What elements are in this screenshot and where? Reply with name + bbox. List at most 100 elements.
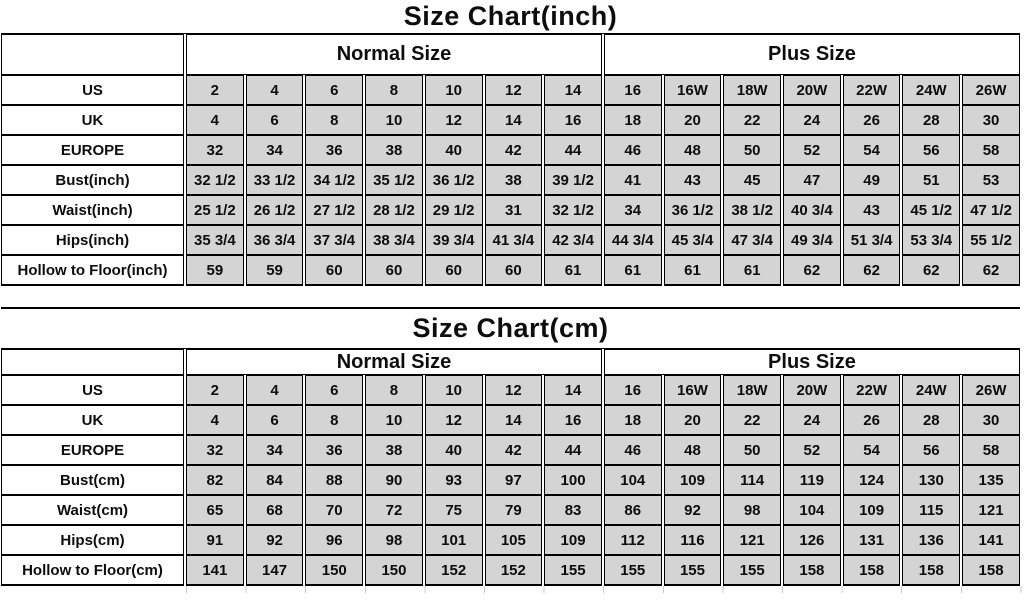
size-value-cell: 4: [245, 375, 304, 405]
size-value-cell: 131: [842, 525, 901, 555]
size-value-cell: 97: [484, 465, 543, 495]
size-value-cell: 59: [186, 255, 244, 286]
size-value-cell: 35 1/2: [365, 165, 423, 195]
size-value-cell: 115: [902, 495, 961, 525]
size-value-cell: 104: [783, 495, 841, 525]
size-value-cell: 60: [305, 255, 364, 286]
size-value-cell: 155: [663, 555, 722, 586]
size-value-cell: 38 3/4: [365, 225, 423, 255]
size-value-cell: 75: [424, 495, 483, 525]
size-value-cell: 6: [305, 375, 364, 405]
size-value-cell: 152: [484, 555, 543, 586]
table-row: Hollow to Floor(inch) 59 59 60 60 60 60 61 61 61 6…: [1, 255, 1020, 286]
row-label: US: [1, 375, 184, 405]
title-row: Size Chart(cm): [1, 307, 1020, 349]
size-value-cell: 51 3/4: [842, 225, 901, 255]
size-value-cell: 49: [842, 165, 901, 195]
size-value-cell: 61: [603, 255, 662, 286]
size-value-cell: 18W: [723, 75, 782, 105]
size-value-cell: 32 1/2: [186, 165, 244, 195]
size-value-cell: 136: [902, 525, 961, 555]
size-value-cell: 37 3/4: [305, 225, 364, 255]
size-value-cell: 62: [842, 255, 901, 286]
size-value-cell: 93: [424, 465, 483, 495]
size-value-cell: 158: [842, 555, 901, 586]
size-value-cell: 33 1/2: [245, 165, 304, 195]
size-value-cell: 62: [902, 255, 961, 286]
row-label: Bust(inch): [1, 165, 184, 195]
size-value-cell: 14: [484, 405, 543, 435]
size-value-cell: 16W: [663, 375, 722, 405]
size-value-cell: 20W: [783, 375, 841, 405]
size-value-cell: 152: [424, 555, 483, 586]
row-label: UK: [1, 405, 184, 435]
row-label: Waist(inch): [1, 195, 184, 225]
size-value-cell: 46: [603, 435, 662, 465]
size-value-cell: 147: [245, 555, 304, 586]
size-value-cell: 158: [902, 555, 961, 586]
size-value-cell: 48: [663, 435, 722, 465]
size-value-cell: 38: [484, 165, 543, 195]
size-value-cell: 22W: [842, 375, 901, 405]
table-row: EUROPE 32 34 36 38 40 42 44 46 48 50 52 54 56 58: [1, 435, 1020, 465]
row-label: Hollow to Floor(inch): [1, 255, 184, 286]
size-value-cell: 26W: [962, 75, 1020, 105]
size-value-cell: 40 3/4: [783, 195, 841, 225]
table-title-inch: Size Chart(inch): [1, 0, 1020, 34]
group-header-normal-size: Normal Size: [186, 349, 602, 375]
size-value-cell: 61: [663, 255, 722, 286]
size-chart-cm-table: Size Chart(cm) Normal Size Plus Size US 2…: [0, 307, 1022, 586]
size-value-cell: 54: [842, 435, 901, 465]
size-value-cell: 28: [902, 105, 961, 135]
size-value-cell: 86: [603, 495, 662, 525]
size-value-cell: 24: [783, 405, 841, 435]
size-value-cell: 44: [544, 435, 602, 465]
size-value-cell: 44 3/4: [603, 225, 662, 255]
size-value-cell: 158: [962, 555, 1020, 586]
size-value-cell: 114: [723, 465, 782, 495]
size-value-cell: 62: [962, 255, 1020, 286]
size-value-cell: 10: [365, 405, 423, 435]
cm-table-body: US 2 4 6 8 10 12 14 16 16W 18W 20W 22W 24W 26W UK 4 6 8 10 1…: [1, 375, 1020, 586]
table-gap: [0, 286, 1024, 307]
size-value-cell: 52: [783, 135, 841, 165]
size-value-cell: 158: [783, 555, 841, 586]
size-value-cell: 34 1/2: [305, 165, 364, 195]
row-label: EUROPE: [1, 435, 184, 465]
group-header-row: Normal Size Plus Size: [1, 349, 1020, 375]
size-value-cell: 47 1/2: [962, 195, 1020, 225]
size-value-cell: 82: [186, 465, 244, 495]
size-value-cell: 14: [544, 75, 602, 105]
size-value-cell: 29 1/2: [424, 195, 483, 225]
size-value-cell: 8: [305, 405, 364, 435]
size-value-cell: 35 3/4: [186, 225, 244, 255]
size-value-cell: 16: [544, 105, 602, 135]
size-value-cell: 26 1/2: [245, 195, 304, 225]
size-value-cell: 44: [544, 135, 602, 165]
table-row: US 2 4 6 8 10 12 14 16 16W 18W 20W 22W 24W 26W: [1, 375, 1020, 405]
size-value-cell: 135: [962, 465, 1020, 495]
size-value-cell: 150: [365, 555, 423, 586]
size-value-cell: 141: [186, 555, 244, 586]
table-row: EUROPE 32 34 36 38 40 42 44 46 48 50 52 54 56 58: [1, 135, 1020, 165]
table-row: Waist(cm) 65 68 70 72 75 79 83 86 92 98 104 109 115 12…: [1, 495, 1020, 525]
size-value-cell: 126: [783, 525, 841, 555]
size-value-cell: 116: [663, 525, 722, 555]
row-label: Hips(inch): [1, 225, 184, 255]
size-value-cell: 65: [186, 495, 244, 525]
size-value-cell: 32 1/2: [544, 195, 602, 225]
size-value-cell: 10: [365, 105, 423, 135]
size-value-cell: 53 3/4: [902, 225, 961, 255]
size-value-cell: 112: [603, 525, 662, 555]
group-header-plus-size: Plus Size: [603, 34, 1020, 75]
size-value-cell: 60: [484, 255, 543, 286]
size-value-cell: 68: [245, 495, 304, 525]
size-value-cell: 109: [544, 525, 602, 555]
size-value-cell: 88: [305, 465, 364, 495]
table-row: Hips(cm) 91 92 96 98 101 105 109 112 116 121 126 131…: [1, 525, 1020, 555]
size-value-cell: 155: [603, 555, 662, 586]
size-value-cell: 105: [484, 525, 543, 555]
size-value-cell: 20: [663, 105, 722, 135]
size-value-cell: 10: [424, 75, 483, 105]
size-value-cell: 43: [663, 165, 722, 195]
